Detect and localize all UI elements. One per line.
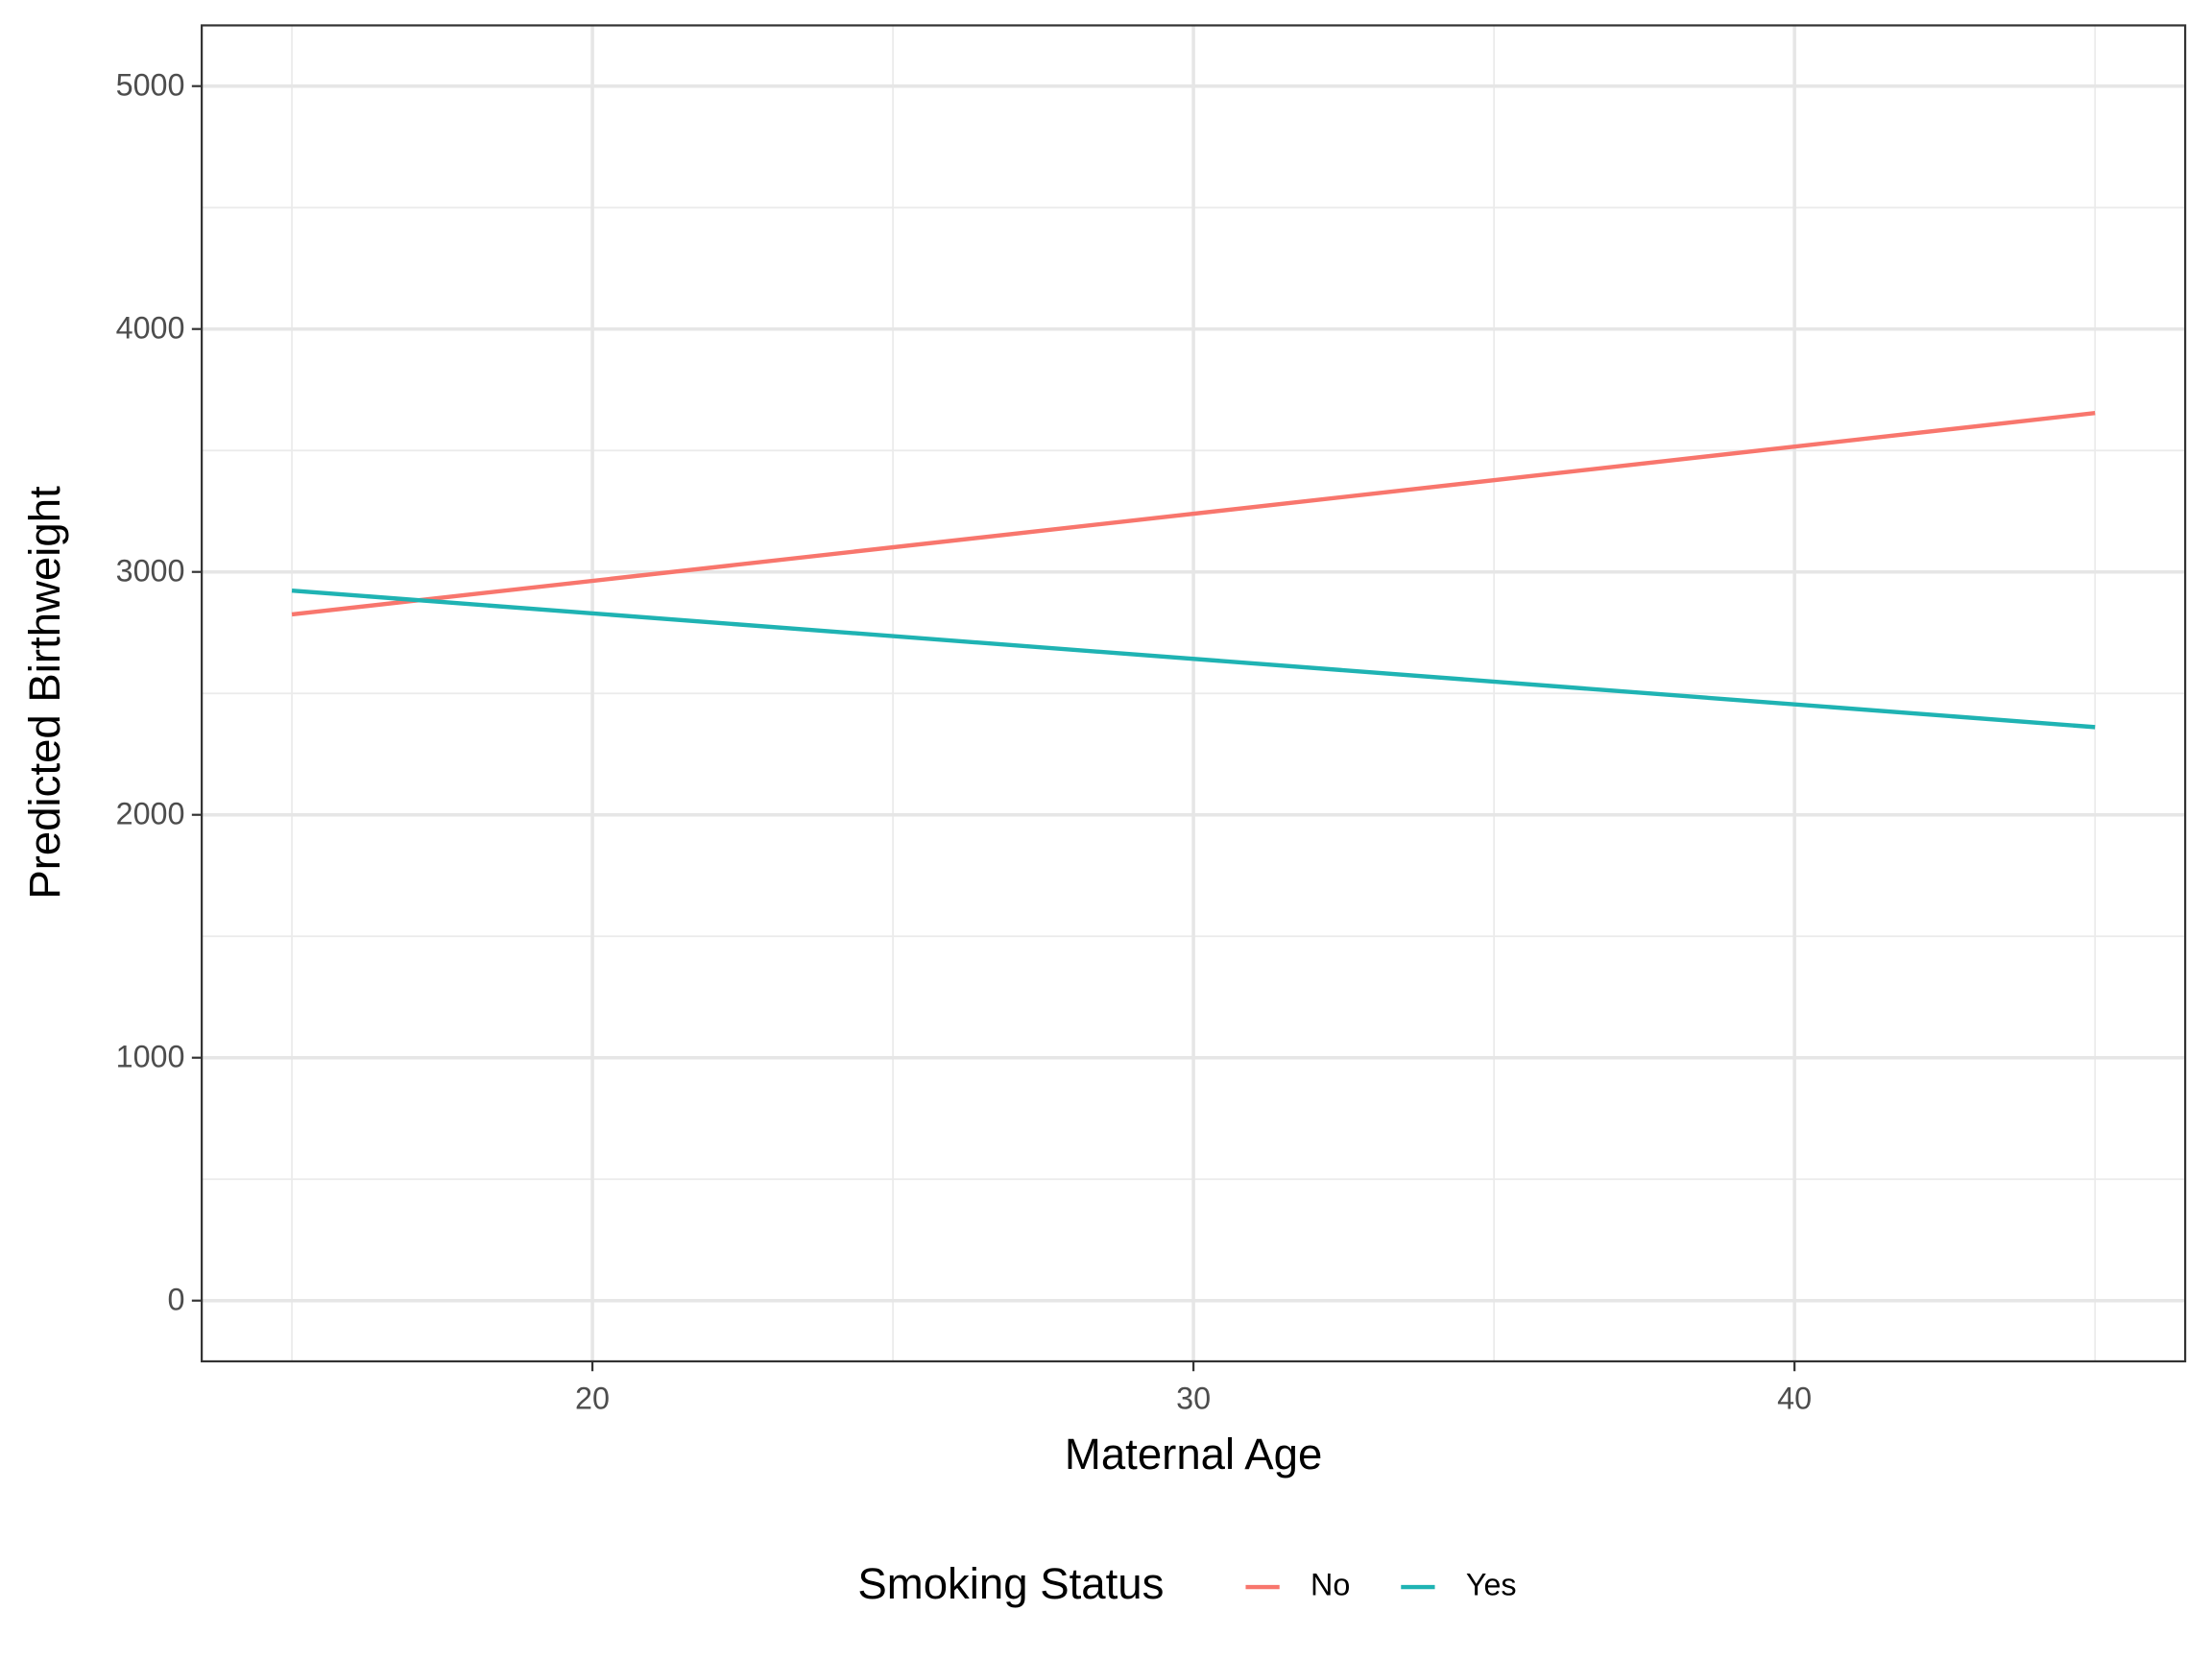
x-axis-title: Maternal Age [1065, 1430, 1322, 1479]
x-tick-label: 20 [575, 1382, 610, 1416]
y-tick-label: 1000 [116, 1040, 185, 1074]
y-tick-label: 4000 [116, 311, 185, 346]
series-line [291, 588, 2096, 730]
y-axis-title: Predicted Birthweight [20, 486, 69, 900]
y-tick-label: 0 [168, 1283, 185, 1317]
legend-label: No [1310, 1568, 1350, 1602]
legend-title: Smoking Status [857, 1559, 1164, 1608]
series-line [291, 411, 2096, 617]
legend-label: Yes [1466, 1568, 1517, 1602]
x-tick-label: 30 [1176, 1382, 1211, 1416]
x-tick-label: 40 [1777, 1382, 1812, 1416]
y-tick-label: 5000 [116, 68, 185, 103]
y-tick-label: 3000 [116, 554, 185, 589]
y-tick-label: 2000 [116, 797, 185, 831]
plot-border [201, 24, 2187, 1363]
